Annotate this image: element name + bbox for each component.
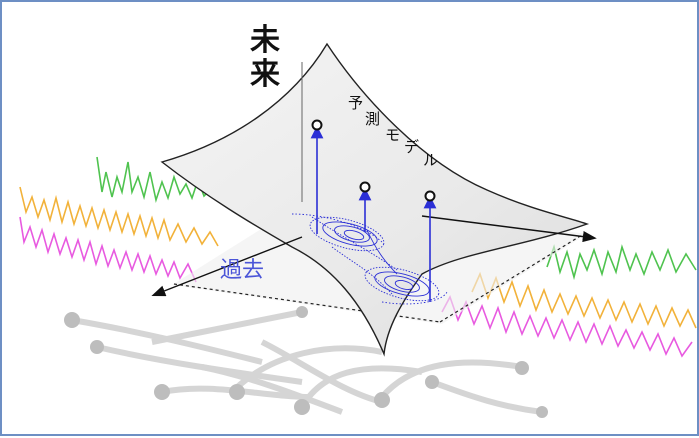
ground-shadow — [71, 309, 543, 415]
ground-shadow-nodes — [64, 306, 548, 418]
prediction-projections — [310, 125, 437, 302]
prediction-point-icons — [311, 119, 436, 202]
model-label-2: 測 — [365, 110, 380, 128]
model-label-4: デ — [404, 138, 419, 156]
magenta-series-right — [441, 295, 693, 358]
model-label-5: ル — [423, 151, 438, 169]
prediction-model-surface — [160, 42, 590, 357]
orange-series-right — [471, 271, 697, 329]
model-label-3: モ — [385, 126, 400, 144]
prediction-point-icon — [311, 119, 323, 131]
attractor — [291, 213, 448, 305]
time-axis-arrow — [421, 215, 597, 243]
model-label-1: 予 — [348, 94, 363, 112]
magenta-series-left — [19, 216, 197, 283]
orange-series-left — [19, 186, 219, 247]
past-axis-arrow — [151, 236, 303, 297]
prediction-point-icon — [359, 181, 371, 193]
future-label-1: 未 — [250, 23, 280, 58]
green-series-right — [546, 244, 697, 281]
prediction-point-icon — [424, 190, 436, 202]
future-label-2: 来 — [250, 57, 280, 92]
past-label: 過去 — [220, 258, 264, 283]
